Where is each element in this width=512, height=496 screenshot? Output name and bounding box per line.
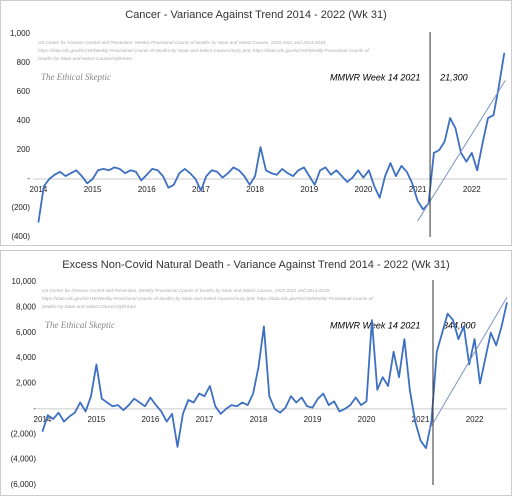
y-tick-label: 1,000	[10, 29, 31, 38]
x-tick-label: 2021	[409, 185, 427, 194]
source-note: US Center for Disease Control and Preven…	[42, 288, 331, 293]
trend-line	[428, 296, 508, 431]
y-tick-label: 2,000	[16, 379, 37, 388]
x-tick-label: 2018	[250, 415, 268, 424]
x-tick-label: 2015	[88, 415, 106, 424]
y-tick-label: 4,000	[16, 353, 37, 362]
x-tick-label: 2018	[246, 185, 264, 194]
x-tick-label: 2020	[355, 185, 373, 194]
x-tick-label: 2014	[34, 415, 52, 424]
data-line	[41, 302, 508, 450]
trend-line	[417, 80, 506, 222]
x-tick-label: 2019	[300, 185, 318, 194]
y-tick-label: 6,000	[16, 328, 37, 337]
watermark: The Ethical Skeptic	[45, 320, 115, 330]
panel-border	[0, 0, 512, 246]
y-tick-label: 10,000	[12, 277, 37, 286]
source-note: US Center for Disease Control and Preven…	[38, 40, 327, 45]
x-tick-label: 2019	[304, 415, 322, 424]
x-tick-label: 2021	[412, 415, 430, 424]
y-tick-label: (200)	[11, 203, 30, 212]
source-note: Deaths-by-State-and-Select-Causes/3yf8-k…	[38, 56, 133, 61]
x-tick-label: 2022	[466, 415, 484, 424]
y-tick-label: 800	[17, 58, 31, 67]
x-tick-label: 2016	[138, 185, 156, 194]
chart-title: Cancer - Variance Against Trend 2014 - 2…	[125, 9, 387, 21]
y-tick-label: -	[33, 404, 36, 413]
x-tick-label: 2020	[358, 415, 376, 424]
data-line	[37, 52, 506, 223]
annotation: MMWR Week 14 2021	[330, 72, 420, 82]
chart-title: Excess Non-Covid Natural Death - Varianc…	[62, 259, 449, 271]
y-tick-label: (2,000)	[11, 429, 37, 438]
watermark: The Ethical Skeptic	[41, 72, 111, 82]
x-tick-label: 2017	[196, 415, 214, 424]
x-tick-label: 2022	[463, 185, 481, 194]
y-tick-label: 400	[17, 116, 31, 125]
y-tick-label: (400)	[11, 232, 30, 241]
source-note: https://data.cdc.gov/NCHS/Weekly-Provisi…	[42, 296, 375, 301]
y-tick-label: (6,000)	[11, 480, 37, 489]
x-tick-label: 2014	[30, 185, 48, 194]
x-tick-label: 2015	[84, 185, 102, 194]
source-note: Deaths-by-State-and-Select-Causes/3yf8-k…	[42, 304, 137, 309]
x-tick-label: 2016	[142, 415, 160, 424]
annotation: MMWR Week 14 2021	[330, 320, 420, 330]
total-label: 344,000	[443, 320, 476, 330]
y-tick-label: 600	[17, 87, 31, 96]
y-tick-label: -	[27, 174, 30, 183]
source-note: https://data.cdc.gov/NCHS/Weekly-Provisi…	[38, 48, 371, 53]
y-tick-label: 200	[17, 145, 31, 154]
total-label: 21,300	[439, 72, 468, 82]
y-tick-label: 8,000	[16, 302, 37, 311]
y-tick-label: (4,000)	[11, 455, 37, 464]
